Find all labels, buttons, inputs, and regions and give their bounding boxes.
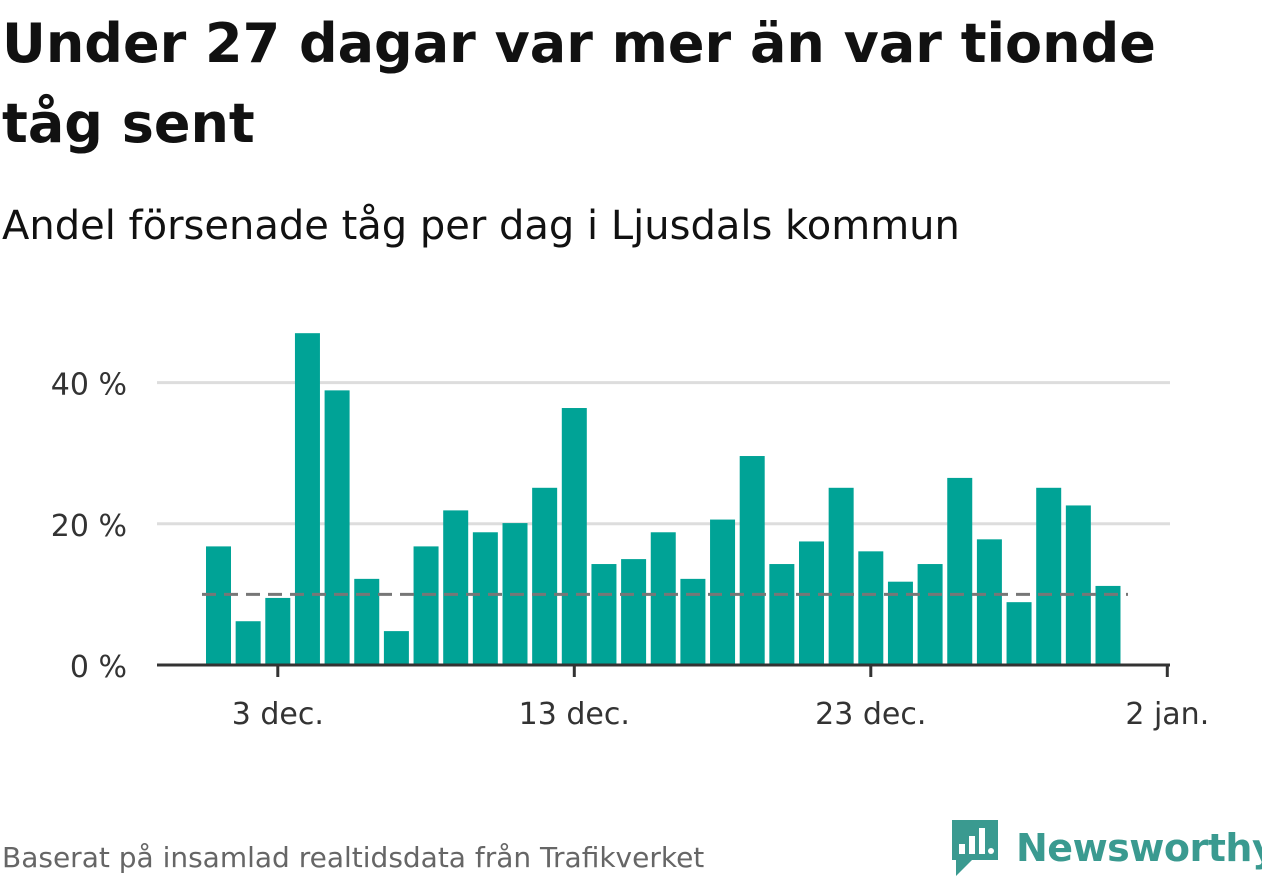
bar	[947, 477, 973, 665]
bar-chart-speech-bubble-icon	[952, 820, 998, 876]
x-tick-label: 3 dec.	[232, 697, 324, 732]
bar	[561, 408, 587, 665]
bar	[413, 546, 439, 665]
bar-chart: 0 % 20 % 40 % 3 dec. 13 dec. 23 dec. 2 jan.	[51, 333, 1209, 732]
bar	[532, 487, 558, 665]
bar	[324, 390, 350, 665]
bar	[1006, 602, 1032, 665]
brand-name: Newsworthy	[1016, 826, 1262, 870]
y-tick-label: 0 %	[70, 650, 127, 685]
brand-logo: Newsworthy	[950, 818, 1262, 878]
bar	[265, 597, 291, 665]
bar	[710, 519, 736, 665]
bar	[799, 541, 824, 665]
bar	[828, 487, 854, 665]
bar	[769, 564, 795, 665]
bar	[858, 551, 884, 665]
bar	[739, 456, 765, 665]
y-tick-label: 20 %	[51, 509, 127, 544]
bar	[917, 564, 943, 665]
chart-title: Under 27 dagar var mer än var tionde tåg…	[2, 12, 1156, 155]
x-tick-label: 23 dec.	[815, 697, 926, 732]
bar	[1036, 487, 1062, 665]
bar	[1065, 505, 1091, 665]
bar	[680, 578, 706, 665]
bar	[472, 532, 498, 665]
bar	[354, 578, 380, 665]
source-note: Baserat på insamlad realtidsdata från Tr…	[2, 841, 705, 874]
bar	[235, 621, 261, 665]
bar	[650, 532, 676, 665]
x-tick-label: 13 dec.	[519, 697, 630, 732]
bar	[206, 546, 231, 665]
bar	[443, 510, 469, 665]
bar	[976, 539, 1002, 665]
bar	[621, 559, 647, 665]
bar	[1095, 585, 1121, 665]
bar	[294, 333, 320, 665]
x-tick-label: 2 jan.	[1125, 697, 1209, 732]
bar	[591, 564, 617, 665]
bar	[383, 631, 409, 665]
chart-subtitle: Andel försenade tåg per dag i Ljusdals k…	[2, 203, 960, 249]
y-tick-label: 40 %	[51, 368, 127, 403]
